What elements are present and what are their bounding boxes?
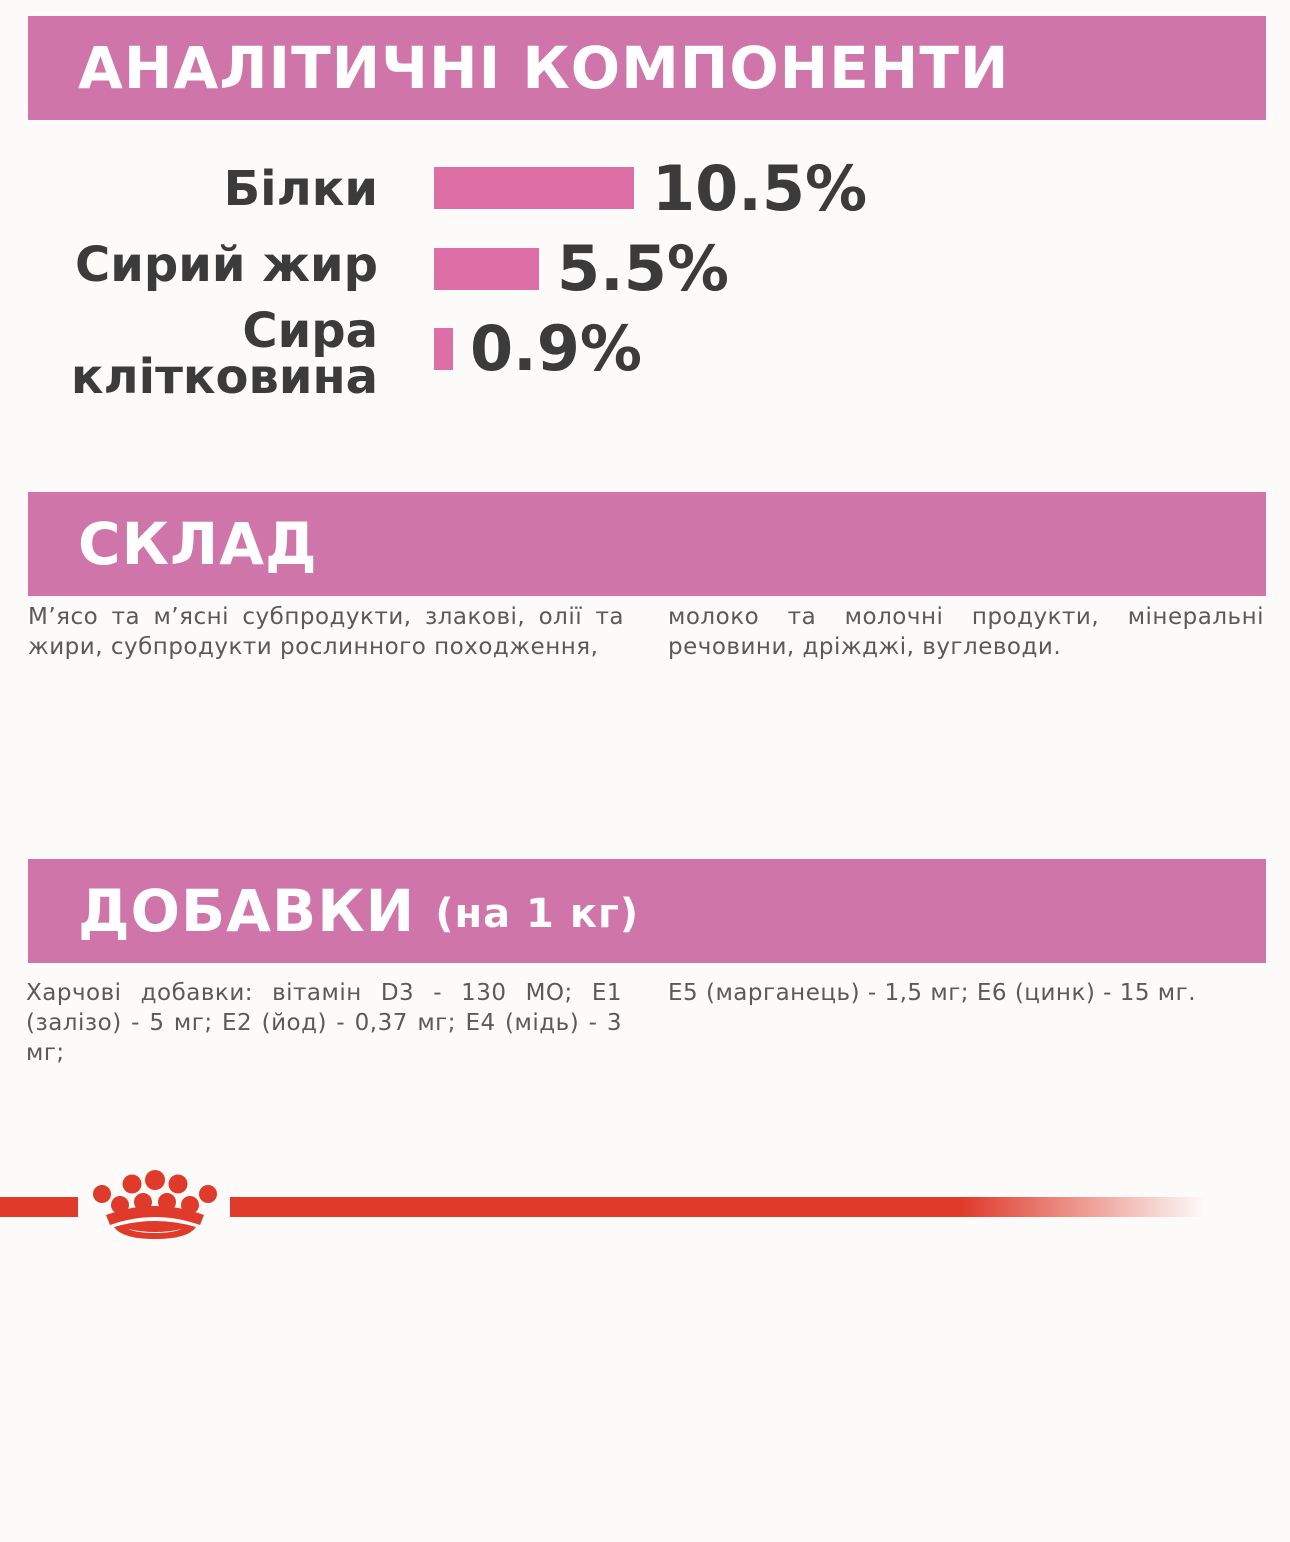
additives-text-col2: E5 (марганець) - 1,5 мг; E6 (цинк) - 15 … [668, 980, 1197, 1006]
nutrient-label-protein: Білки [223, 161, 378, 217]
nutrient-value-protein: 10.5% [652, 152, 868, 225]
royal-canin-crown-icon [93, 1170, 217, 1239]
composition-text-col1: М’ясо та м’ясні субпродукти, злакові, ол… [28, 604, 624, 660]
nutrient-label-fat: Сирий жир [75, 237, 378, 293]
composition-header: СКЛАД [28, 492, 1266, 596]
nutrient-value-fibre: 0.9% [470, 312, 642, 385]
additives-text-col1: Харчові добавки: вітамін D3 - 130 МО; E1… [26, 980, 622, 1066]
nutrient-bar-fibre [434, 328, 453, 370]
nutrient-label-fibre-line2: клітковина [70, 349, 378, 405]
nutrient-value-fat: 5.5% [557, 232, 729, 305]
brand-red-line-right [230, 1197, 1205, 1217]
nutrient-bar-fat [434, 248, 539, 290]
composition-title: СКЛАД [78, 510, 318, 578]
brand-red-line-left [0, 1197, 78, 1217]
brand-footer [0, 1165, 1290, 1245]
analytical-components-header: АНАЛІТИЧНІ КОМПОНЕНТИ [28, 16, 1266, 120]
additives-subtitle: (на 1 кг) [435, 891, 640, 937]
nutrient-bar-protein [434, 167, 634, 209]
composition-text-col2: молоко та молочні продукти, мінеральні р… [668, 604, 1264, 660]
nutrient-label-fibre: Сира клітковина [70, 303, 378, 405]
additives-title: ДОБАВКИ [78, 877, 416, 945]
analytical-components-title: АНАЛІТИЧНІ КОМПОНЕНТИ [78, 34, 1010, 102]
nutrient-label-fibre-line1: Сира [242, 303, 378, 359]
additives-header: ДОБАВКИ (на 1 кг) [28, 859, 1266, 963]
additives-title-wrap: ДОБАВКИ (на 1 кг) [78, 859, 639, 963]
